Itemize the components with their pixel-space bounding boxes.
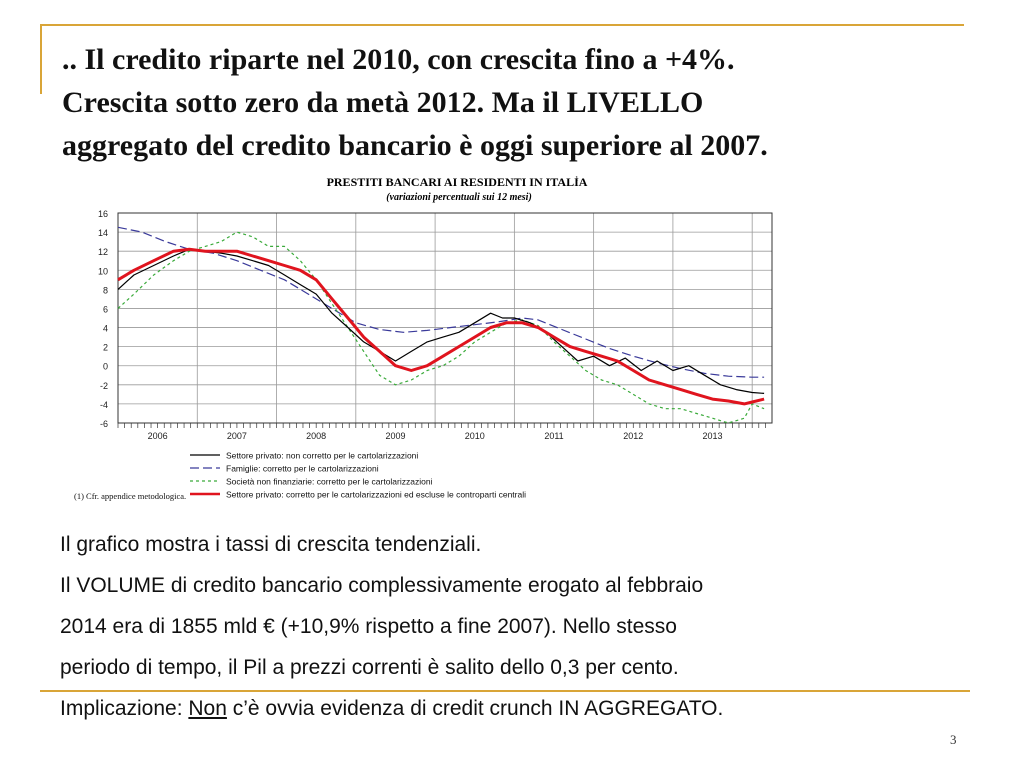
legend-label-4: Settore privato: corretto per le cartola… bbox=[226, 490, 526, 500]
body-line-3: 2014 era di 1855 mld € (+10,9% rispetto … bbox=[60, 615, 677, 638]
y-tick-label-left: 6 bbox=[103, 304, 108, 314]
x-tick-label: 2006 bbox=[148, 431, 168, 441]
chart-title: PRESTITI BANCARI AI RESIDENTI IN ITALIA bbox=[327, 175, 588, 189]
body-line-1: Il grafico mostra i tassi di crescita te… bbox=[60, 533, 482, 556]
legend-label-2: Famiglie: corretto per le cartolarizzazi… bbox=[226, 464, 379, 474]
y-tick-label-left: 12 bbox=[98, 247, 108, 257]
title-line-3: aggregato del credito bancario è oggi su… bbox=[62, 129, 768, 162]
accent-line-bottom bbox=[40, 690, 970, 692]
series-line-2 bbox=[117, 226, 765, 378]
body-line-2: Il VOLUME di credito bancario complessiv… bbox=[60, 574, 704, 597]
series-line-1 bbox=[117, 248, 765, 394]
series-line-4 bbox=[117, 247, 765, 406]
x-tick-label: 2008 bbox=[306, 431, 326, 441]
slide-title: .. Il credito riparte nel 2010, con cres… bbox=[62, 38, 962, 167]
accent-line-top bbox=[40, 24, 964, 26]
x-tick-label: 2010 bbox=[465, 431, 485, 441]
y-tick-label-left: 10 bbox=[98, 266, 108, 276]
series-line-3 bbox=[117, 231, 765, 424]
y-tick-label-left: -6 bbox=[100, 419, 108, 429]
title-line-1: .. Il credito riparte nel 2010, con cres… bbox=[62, 43, 735, 76]
chart-footnote: (1) Cfr. appendice metodologica. bbox=[74, 491, 186, 501]
implication-underlined: Non bbox=[188, 697, 227, 720]
plot-frame bbox=[117, 212, 773, 424]
y-tick-label-left: 14 bbox=[98, 228, 108, 238]
chart-title-superscript: 1 bbox=[575, 175, 579, 183]
body-line-4: periodo di tempo, il Pil a prezzi corren… bbox=[60, 656, 679, 679]
accent-line-left bbox=[40, 24, 42, 94]
title-line-2: Crescita sotto zero da metà 2012. Ma il … bbox=[62, 86, 704, 119]
legend-label-1: Settore privato: non corretto per le car… bbox=[226, 451, 418, 461]
x-tick-label: 2007 bbox=[227, 431, 247, 441]
implication-suffix: c’è ovvia evidenza di credit crunch IN A… bbox=[226, 697, 724, 720]
credit-growth-chart: PRESTITI BANCARI AI RESIDENTI IN ITALIA1… bbox=[74, 175, 782, 501]
y-tick-label-left: 4 bbox=[103, 324, 108, 334]
y-tick-label-left: 0 bbox=[103, 362, 108, 372]
x-tick-label: 2012 bbox=[623, 431, 643, 441]
x-tick-label: 2009 bbox=[385, 431, 405, 441]
y-tick-label-left: 8 bbox=[103, 285, 108, 295]
y-tick-label-left: -4 bbox=[100, 400, 108, 410]
y-tick-label-left: -2 bbox=[100, 381, 108, 391]
implication-prefix: Implicazione: bbox=[60, 697, 189, 720]
implication-line: Implicazione: Non c’è ovvia evidenza di … bbox=[60, 688, 980, 729]
page-number: 3 bbox=[950, 732, 957, 747]
body-text: Il grafico mostra i tassi di crescita te… bbox=[60, 524, 980, 729]
y-tick-label-left: 16 bbox=[98, 209, 108, 219]
legend-label-3: Società non finanziarie: corretto per le… bbox=[226, 477, 433, 487]
x-tick-label: 2011 bbox=[544, 431, 563, 441]
y-tick-label-left: 2 bbox=[103, 343, 108, 353]
chart-subtitle: (variazioni percentuali sui 12 mesi) bbox=[386, 192, 532, 203]
x-tick-label: 2013 bbox=[703, 431, 723, 441]
